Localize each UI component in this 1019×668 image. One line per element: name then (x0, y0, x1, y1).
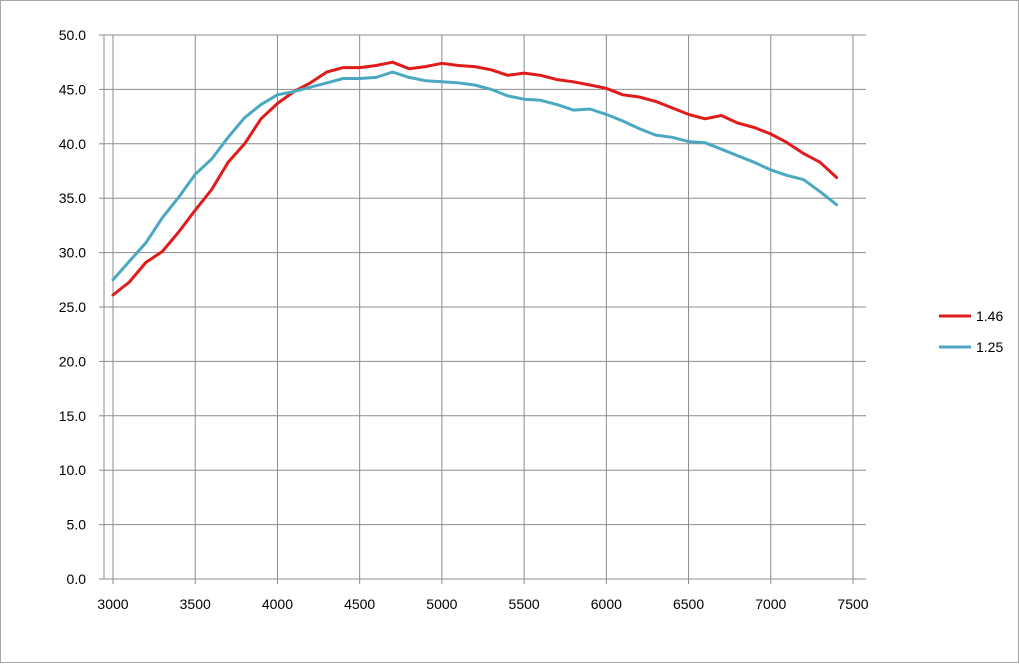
legend: 1.46 1.25 (939, 308, 1003, 355)
axes (99, 34, 866, 584)
x-tick-label: 7500 (837, 596, 868, 612)
x-tick-label: 4500 (344, 596, 375, 612)
x-tick-label: 6500 (673, 596, 704, 612)
series-lines (111, 60, 839, 297)
y-tick-label: 45.0 (59, 81, 86, 97)
series-line-1.46 (111, 60, 839, 297)
x-tick-label: 3500 (180, 596, 211, 612)
x-tick-label: 5000 (426, 596, 457, 612)
x-tick-label: 4000 (262, 596, 293, 612)
y-tick-label: 40.0 (59, 136, 86, 152)
y-tick-label: 10.0 (59, 462, 86, 478)
series-line-1.25 (111, 70, 839, 282)
x-tick-label: 6000 (591, 596, 622, 612)
y-tick-label: 20.0 (59, 353, 86, 369)
y-axis-tick-labels: 0.0 5.0 10.0 15.0 20.0 25.0 30.0 35.0 40.0 45.0 50… (59, 27, 86, 587)
y-tick-label: 50.0 (59, 27, 86, 43)
grid-lines (104, 34, 866, 579)
x-tick-label: 3000 (97, 596, 128, 612)
legend-label: 1.25 (976, 339, 1003, 355)
y-tick-label: 0.0 (67, 571, 87, 587)
y-tick-label: 25.0 (59, 299, 86, 315)
y-tick-label: 30.0 (59, 245, 86, 261)
legend-label: 1.46 (976, 308, 1003, 324)
x-tick-label: 7000 (755, 596, 786, 612)
x-axis-tick-labels: 3000 3500 4000 4500 5000 5500 6000 6500 7000 7500 (97, 596, 868, 612)
y-tick-label: 35.0 (59, 190, 86, 206)
x-tick-label: 5500 (509, 596, 540, 612)
y-tick-label: 5.0 (67, 517, 87, 533)
y-tick-label: 15.0 (59, 408, 86, 424)
